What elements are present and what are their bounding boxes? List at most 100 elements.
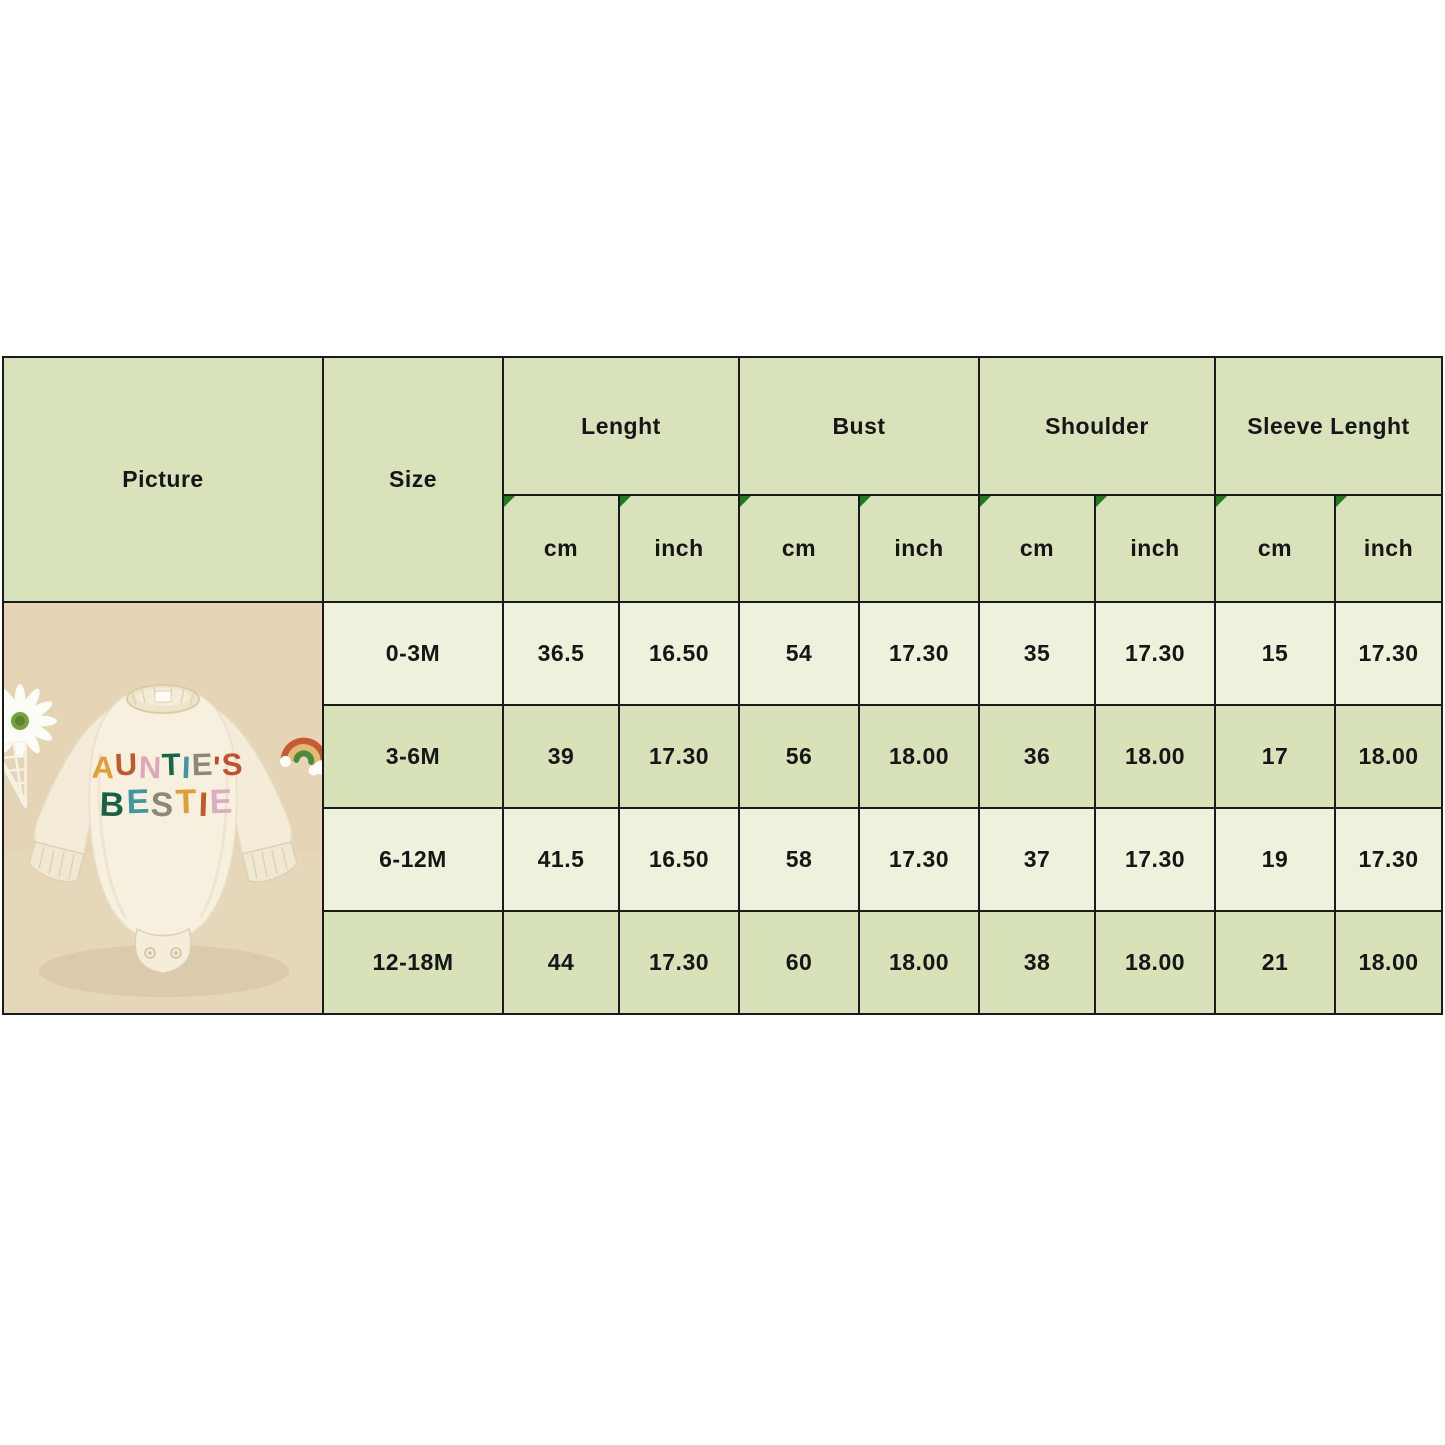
value-cell: 17.30 bbox=[1336, 603, 1441, 704]
measure-value: 19 bbox=[1261, 846, 1289, 872]
value-cell: 39 bbox=[504, 706, 618, 807]
size-value: 3-6M bbox=[385, 743, 441, 769]
romper-letter: E bbox=[190, 746, 214, 783]
measure-value: 17.30 bbox=[888, 846, 950, 872]
unit-label: inch bbox=[654, 535, 704, 561]
measure-value: 56 bbox=[785, 743, 813, 769]
unit-cell-length-cm: cm bbox=[504, 496, 618, 601]
measure-value: 18.00 bbox=[888, 743, 950, 769]
header-cell-picture: Picture bbox=[4, 358, 322, 601]
value-cell: 18.00 bbox=[1096, 706, 1214, 807]
right-cuff bbox=[241, 841, 298, 883]
excel-corner-flag-icon bbox=[504, 496, 515, 507]
value-cell: 41.5 bbox=[504, 809, 618, 910]
size-value: 12-18M bbox=[372, 949, 454, 975]
romper-body bbox=[88, 684, 238, 936]
measure-value: 44 bbox=[547, 949, 575, 975]
left-cuff bbox=[28, 841, 85, 883]
value-cell: 17.30 bbox=[860, 603, 978, 704]
romper-letter: E bbox=[209, 782, 236, 822]
unit-label: cm bbox=[543, 535, 579, 561]
measure-value: 37 bbox=[1023, 846, 1051, 872]
size-cell: 12-18M bbox=[324, 912, 502, 1013]
value-cell: 17 bbox=[1216, 706, 1334, 807]
bust-header-label: Bust bbox=[832, 412, 886, 439]
unit-cell-sleeve-inch: inch bbox=[1336, 496, 1441, 601]
measure-value: 60 bbox=[785, 949, 813, 975]
header-cell-shoulder: Shoulder bbox=[980, 358, 1214, 494]
excel-corner-flag-icon bbox=[740, 496, 751, 507]
sleeve-length-header-label: Sleeve Lenght bbox=[1247, 412, 1410, 439]
header-cell-length: Lenght bbox=[504, 358, 738, 494]
value-cell: 19 bbox=[1216, 809, 1334, 910]
value-cell: 58 bbox=[740, 809, 858, 910]
value-cell: 17.30 bbox=[1096, 603, 1214, 704]
value-cell: 44 bbox=[504, 912, 618, 1013]
value-cell: 38 bbox=[980, 912, 1094, 1013]
measure-value: 41.5 bbox=[537, 846, 585, 872]
unit-cell-length-inch: inch bbox=[620, 496, 738, 601]
value-cell: 15 bbox=[1216, 603, 1334, 704]
romper-letter: I bbox=[181, 749, 193, 786]
value-cell: 16.50 bbox=[620, 603, 738, 704]
header-cell-size: Size bbox=[324, 358, 502, 601]
value-cell: 16.50 bbox=[620, 809, 738, 910]
unit-cell-shoulder-cm: cm bbox=[980, 496, 1094, 601]
measure-value: 17 bbox=[1261, 743, 1289, 769]
measure-value: 17.30 bbox=[888, 640, 950, 666]
value-cell: 18.00 bbox=[860, 706, 978, 807]
size-cell: 0-3M bbox=[324, 603, 502, 704]
shoulder-header-label: Shoulder bbox=[1045, 412, 1149, 439]
measure-value: 21 bbox=[1261, 949, 1289, 975]
size-cell: 6-12M bbox=[324, 809, 502, 910]
value-cell: 36 bbox=[980, 706, 1094, 807]
measure-value: 35 bbox=[1023, 640, 1051, 666]
romper-letter: B bbox=[98, 785, 127, 825]
seam-left bbox=[97, 752, 128, 919]
length-header-label: Lenght bbox=[581, 412, 661, 439]
measure-value: 17.30 bbox=[648, 743, 710, 769]
snap-buttons bbox=[144, 947, 182, 959]
header-cell-bust: Bust bbox=[740, 358, 978, 494]
value-cell: 17.30 bbox=[620, 706, 738, 807]
measure-value: 39 bbox=[547, 743, 575, 769]
unit-label: inch bbox=[1130, 535, 1180, 561]
unit-cell-sleeve-cm: cm bbox=[1216, 496, 1334, 601]
romper-letter: S bbox=[220, 746, 244, 783]
unit-label: cm bbox=[1019, 535, 1055, 561]
measure-value: 16.50 bbox=[648, 846, 710, 872]
romper-letter: N bbox=[137, 749, 163, 786]
excel-corner-flag-icon bbox=[980, 496, 991, 507]
value-cell: 17.30 bbox=[1096, 809, 1214, 910]
unit-cell-bust-inch: inch bbox=[860, 496, 978, 601]
size-value: 6-12M bbox=[379, 846, 447, 872]
measure-value: 18.00 bbox=[888, 949, 950, 975]
measure-value: 18.00 bbox=[1124, 743, 1186, 769]
value-cell: 21 bbox=[1216, 912, 1334, 1013]
size-cell: 3-6M bbox=[324, 706, 502, 807]
value-cell: 54 bbox=[740, 603, 858, 704]
value-cell: 18.00 bbox=[860, 912, 978, 1013]
unit-cell-bust-cm: cm bbox=[740, 496, 858, 601]
excel-corner-flag-icon bbox=[1216, 496, 1227, 507]
excel-corner-flag-icon bbox=[1336, 496, 1347, 507]
measure-value: 38 bbox=[1023, 949, 1051, 975]
unit-label: inch bbox=[1363, 535, 1414, 561]
crotch-flap bbox=[134, 927, 192, 974]
romper-letter: T bbox=[161, 746, 183, 783]
size-chart-table: Picture Size Lenght Bust Shoulder Sleeve… bbox=[2, 356, 1443, 1015]
measure-value: 17.30 bbox=[648, 949, 710, 975]
measure-value: 17.30 bbox=[1358, 846, 1419, 872]
value-cell: 17.30 bbox=[860, 809, 978, 910]
measure-value: 16.50 bbox=[648, 640, 710, 666]
value-cell: 18.00 bbox=[1336, 706, 1441, 807]
measure-value: 15 bbox=[1261, 640, 1289, 666]
measure-value: 17.30 bbox=[1358, 640, 1419, 666]
seam-right bbox=[198, 752, 229, 919]
unit-cell-shoulder-inch: inch bbox=[1096, 496, 1214, 601]
measure-value: 54 bbox=[785, 640, 813, 666]
measure-value: 58 bbox=[785, 846, 813, 872]
romper-text-line2: BESTIE bbox=[98, 782, 236, 825]
romper-graphic bbox=[28, 684, 298, 974]
neckline bbox=[126, 684, 200, 714]
